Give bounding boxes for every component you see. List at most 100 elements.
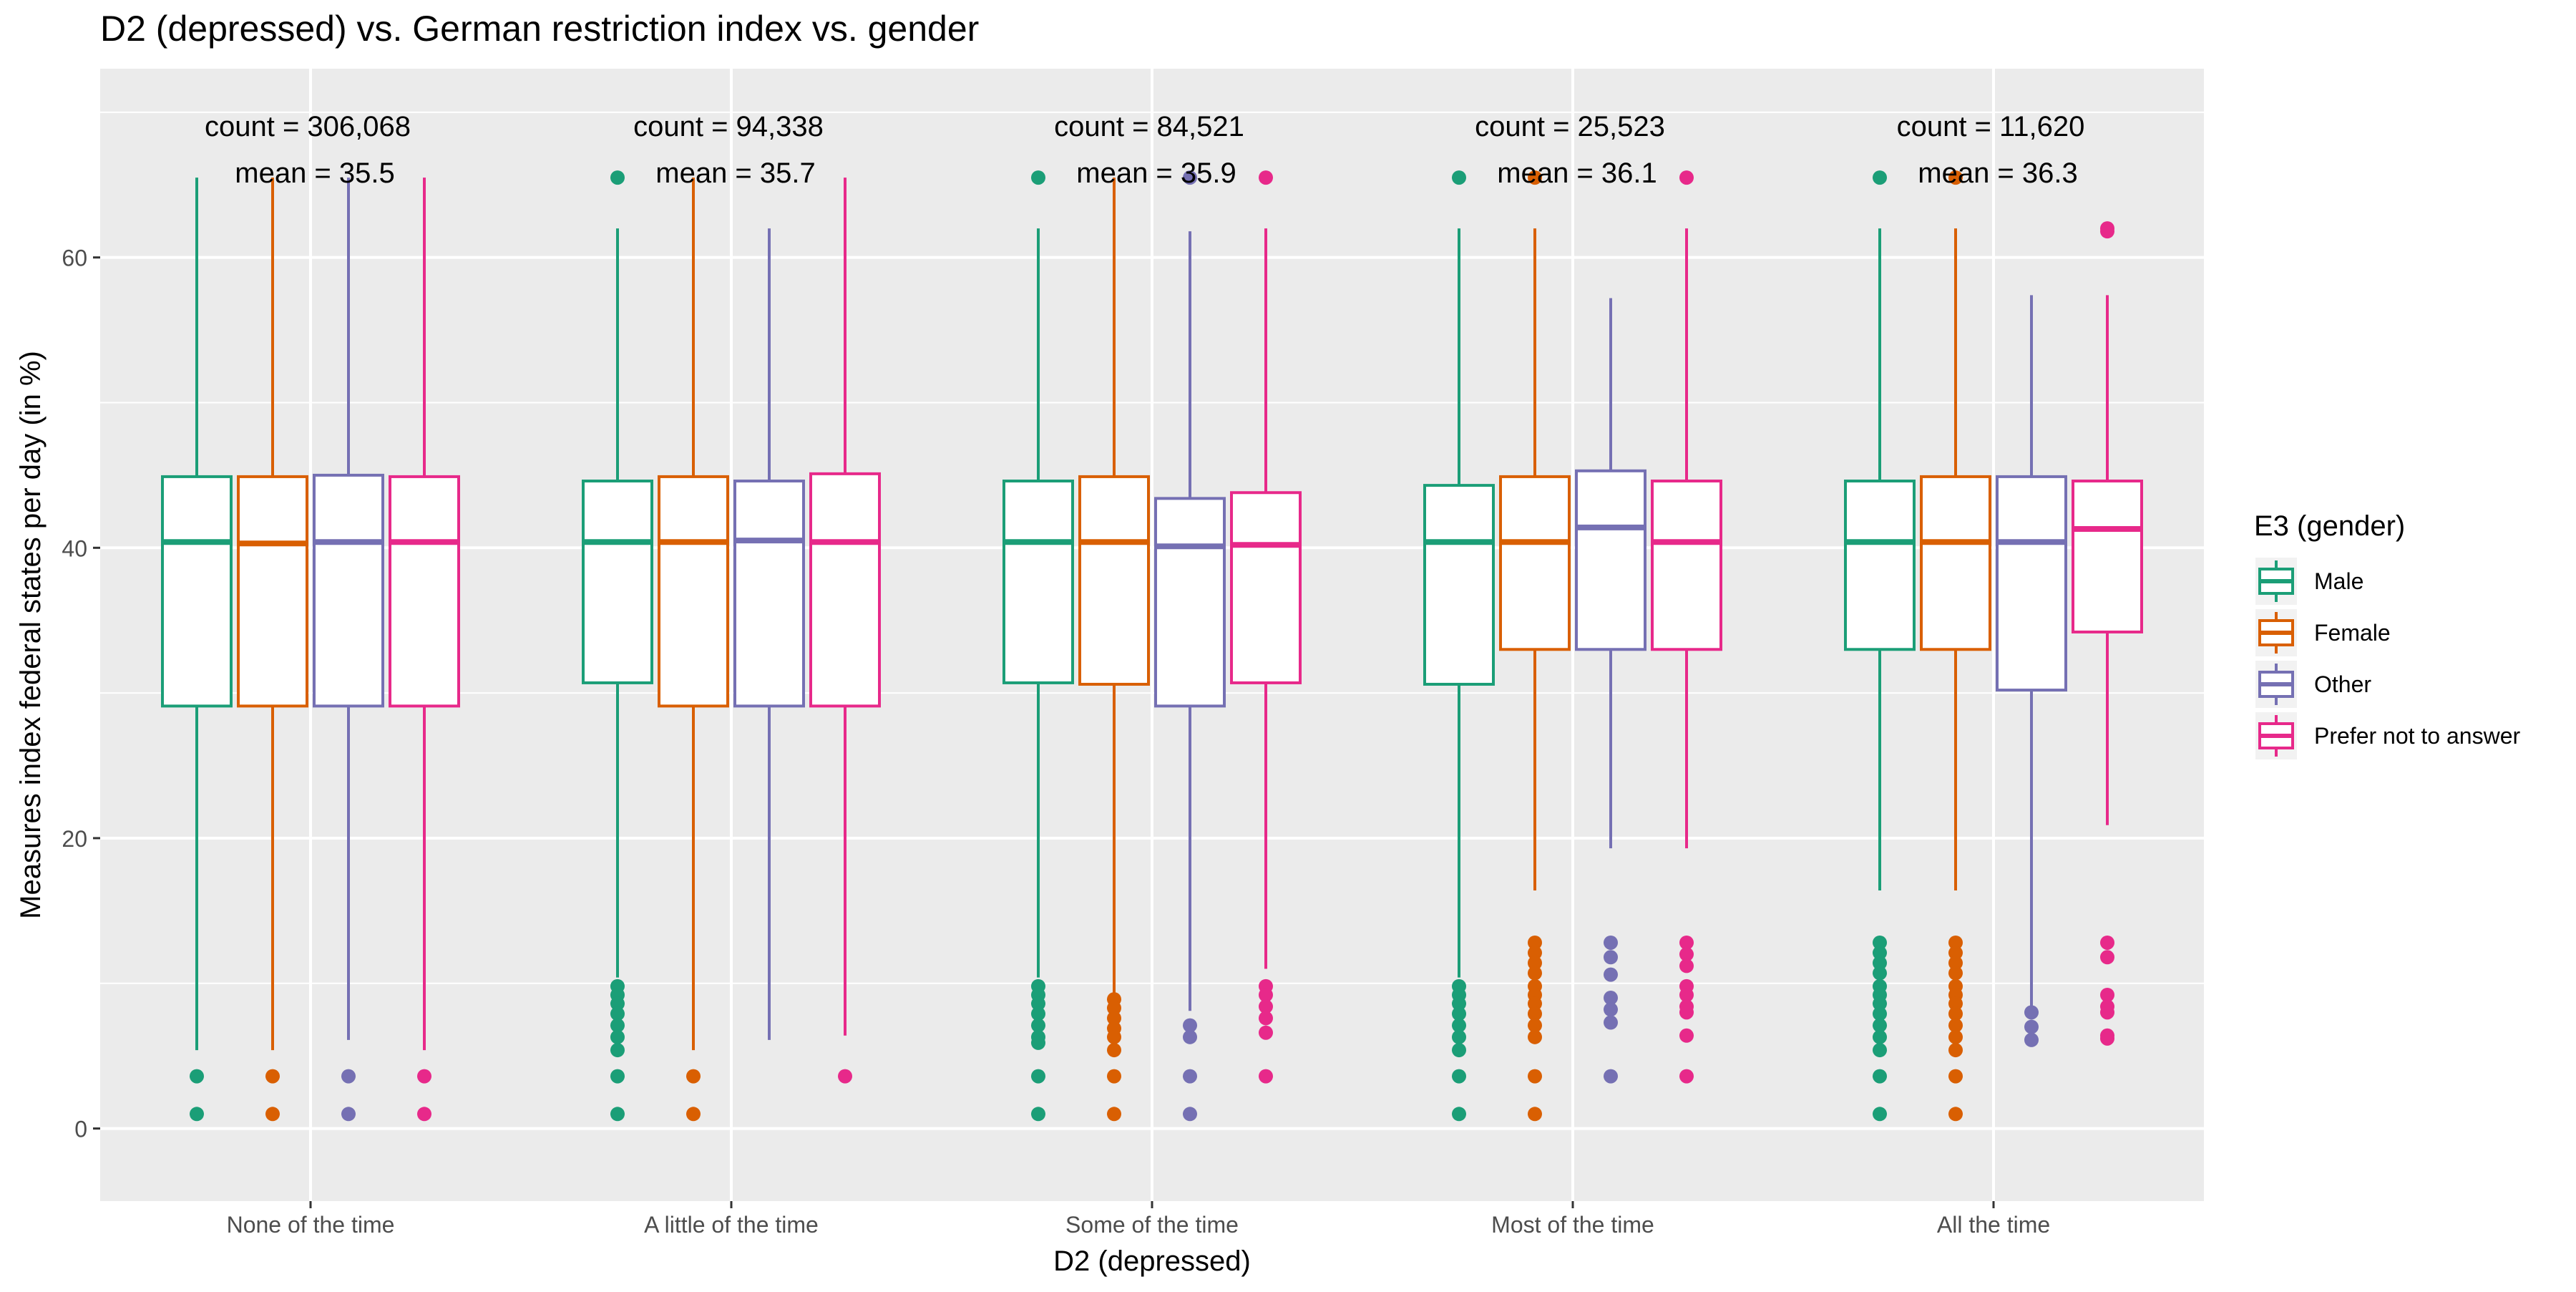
- outlier-point: [1948, 935, 1963, 950]
- outlier-point: [1259, 987, 1273, 1002]
- outlier-point: [610, 170, 625, 185]
- y-tick-label: 0: [74, 1117, 87, 1142]
- outlier-point: [1107, 1107, 1121, 1122]
- outlier-point: [1873, 935, 1887, 950]
- outlier-point: [1679, 1028, 1694, 1043]
- box-group: [1230, 170, 1302, 1084]
- outlier-point: [1031, 1107, 1045, 1122]
- chart-title: D2 (depressed) vs. German restriction in…: [100, 9, 979, 49]
- box-iqr: [1844, 480, 1916, 651]
- outlier-point: [1452, 1018, 1466, 1033]
- box-group: [237, 178, 308, 1122]
- outlier-point: [1679, 170, 1694, 185]
- outlier-point: [838, 1069, 852, 1084]
- outlier-point: [1604, 935, 1618, 950]
- box-iqr: [1651, 480, 1722, 651]
- legend-label: Other: [2314, 671, 2371, 697]
- outlier-point: [1873, 946, 1887, 961]
- outlier-point: [1948, 170, 1963, 185]
- legend-item: Other: [2255, 661, 2371, 708]
- outlier-point: [610, 1006, 625, 1021]
- y-tick-label: 40: [62, 535, 87, 561]
- x-tick-label: Some of the time: [1065, 1212, 1239, 1238]
- box-iqr: [582, 480, 653, 684]
- outlier-point: [1679, 958, 1694, 973]
- y-tick-label: 60: [62, 246, 87, 271]
- outlier-point: [1452, 1107, 1466, 1122]
- outlier-point: [1679, 947, 1694, 962]
- outlier-point: [1259, 1011, 1273, 1026]
- outlier-point: [2100, 987, 2114, 1002]
- outlier-point: [1183, 1069, 1197, 1084]
- outlier-point: [1948, 1069, 1963, 1084]
- outlier-point: [265, 1107, 280, 1122]
- box-iqr: [1575, 469, 1646, 651]
- legend-label: Prefer not to answer: [2314, 723, 2520, 749]
- outlier-point: [2100, 1031, 2114, 1046]
- x-tick-label: All the time: [1937, 1212, 2050, 1238]
- outlier-point: [1107, 1029, 1121, 1044]
- outlier-point: [341, 1069, 356, 1084]
- outlier-point: [1107, 1043, 1121, 1058]
- outlier-point: [1873, 170, 1887, 185]
- box-group: [809, 178, 881, 1084]
- outlier-point: [1873, 1043, 1887, 1058]
- outlier-point: [190, 1069, 204, 1084]
- outlier-point: [1528, 935, 1542, 950]
- outlier-point: [1259, 1069, 1273, 1084]
- outlier-point: [1183, 170, 1197, 185]
- outlier-point: [1031, 1069, 1045, 1084]
- x-axis-title: D2 (depressed): [1053, 1245, 1251, 1277]
- count-annotation: count = 306,068: [205, 111, 411, 142]
- outlier-point: [686, 1107, 701, 1122]
- count-annotation: count = 25,523: [1475, 111, 1665, 142]
- outlier-point: [1031, 170, 1045, 185]
- outlier-point: [1948, 1018, 1963, 1033]
- mean-annotation: mean = 35.7: [655, 157, 816, 189]
- outlier-point: [1107, 1001, 1121, 1016]
- outlier-point: [1604, 967, 1618, 982]
- outlier-point: [2024, 1032, 2039, 1047]
- axis-layer: 0 20 40 60 None of the time A little of the t…: [62, 246, 2050, 1238]
- box-group: [389, 178, 460, 1122]
- outlier-point: [341, 1107, 356, 1122]
- outlier-point: [686, 1069, 701, 1084]
- box-iqr: [1154, 497, 1226, 708]
- legend-label: Female: [2314, 620, 2391, 646]
- box-iqr: [313, 473, 384, 708]
- outlier-point: [1452, 996, 1466, 1011]
- outlier-point: [1031, 1006, 1045, 1021]
- outlier-point: [1452, 1006, 1466, 1021]
- outlier-point: [2100, 224, 2114, 239]
- outlier-point: [1873, 1018, 1887, 1033]
- outlier-point: [1183, 1018, 1197, 1033]
- outlier-point: [1031, 1035, 1045, 1050]
- box-iqr: [237, 475, 308, 708]
- box-group: [1920, 170, 1991, 1122]
- box-group: [1002, 170, 1074, 1122]
- mean-annotation: mean = 35.9: [1076, 157, 1236, 189]
- outlier-point: [1873, 996, 1887, 1011]
- outlier-point: [2100, 950, 2114, 965]
- outlier-point: [1679, 987, 1694, 1002]
- outlier-point: [1528, 1018, 1542, 1033]
- outlier-point: [2100, 935, 2114, 950]
- x-tick-label: A little of the time: [644, 1212, 819, 1238]
- outlier-point: [265, 1069, 280, 1084]
- y-axis-title: Measures index federal states per day (i…: [15, 351, 47, 919]
- outlier-point: [417, 1107, 431, 1122]
- mean-annotation: mean = 36.3: [1918, 157, 2078, 189]
- box-group: [1154, 170, 1226, 1122]
- outlier-point: [1452, 1069, 1466, 1084]
- outlier-point: [1528, 1107, 1542, 1122]
- outlier-point: [1107, 1011, 1121, 1026]
- outlier-point: [1604, 991, 1618, 1006]
- outlier-point: [1452, 170, 1466, 185]
- outlier-point: [1452, 1043, 1466, 1058]
- outlier-point: [1528, 1069, 1542, 1084]
- outlier-point: [1873, 966, 1887, 981]
- count-annotation: count = 84,521: [1054, 111, 1244, 142]
- box-iqr: [389, 475, 460, 708]
- outlier-point: [610, 996, 625, 1011]
